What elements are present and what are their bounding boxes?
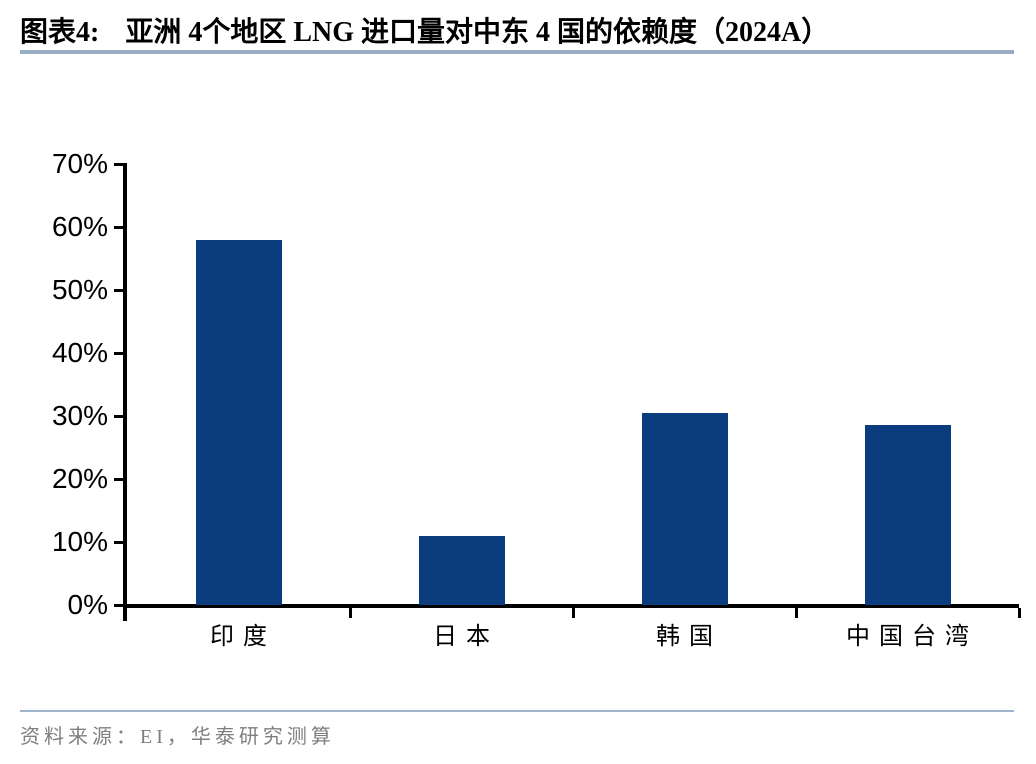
y-axis-tick xyxy=(114,226,127,229)
y-axis-label: 30% xyxy=(51,400,108,431)
y-axis-label: 40% xyxy=(51,337,108,368)
y-axis-tick xyxy=(114,478,127,481)
y-axis-label: 20% xyxy=(51,463,108,494)
x-axis-label: 中国台湾 xyxy=(846,624,978,650)
figure-title: 亚洲 4个地区 LNG 进口量对中东 4 国的依赖度（2024A） xyxy=(125,17,830,48)
y-axis-label: 50% xyxy=(51,274,108,305)
bar-日本 xyxy=(418,535,505,605)
x-axis-line xyxy=(123,604,1019,608)
y-axis-tick xyxy=(114,415,127,418)
title-underline xyxy=(20,50,1014,54)
x-axis-tick xyxy=(794,608,798,618)
y-axis-label: 0% xyxy=(67,589,108,620)
x-axis-tick xyxy=(1017,608,1021,618)
x-axis-label: 印度 xyxy=(210,624,276,650)
x-axis-tick xyxy=(348,608,352,618)
y-axis-line xyxy=(123,164,127,621)
y-axis-tick xyxy=(114,352,127,355)
y-axis-tick xyxy=(114,163,127,166)
x-axis-tick xyxy=(571,608,575,618)
y-axis-label: 10% xyxy=(51,526,108,557)
footer-divider xyxy=(20,710,1014,712)
bar-印度 xyxy=(195,239,282,605)
y-axis-tick xyxy=(114,541,127,544)
y-axis-label: 60% xyxy=(51,211,108,242)
bar-中国台湾 xyxy=(864,425,951,605)
y-axis-tick xyxy=(114,289,127,292)
x-axis-label: 日本 xyxy=(433,624,499,650)
y-axis-label: 70% xyxy=(51,148,108,179)
figure-number-label: 图表4: xyxy=(20,17,100,48)
figure-title-row: 图表4: 亚洲 4个地区 LNG 进口量对中东 4 国的依赖度（2024A） xyxy=(20,10,829,50)
y-axis-tick xyxy=(114,604,127,607)
source-note: 资料来源：EI，华泰研究测算 xyxy=(20,726,335,748)
x-axis-label: 韩国 xyxy=(656,624,722,650)
bar-韩国 xyxy=(641,412,728,605)
